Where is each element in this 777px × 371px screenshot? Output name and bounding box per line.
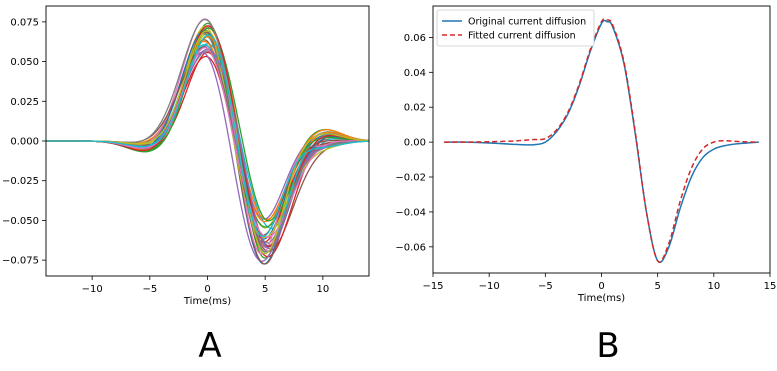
chart-a-series-line (46, 36, 369, 221)
chart-a-ytick-label: 0.025 (10, 97, 39, 108)
chart-a-ytick-label: −0.050 (2, 216, 39, 227)
chart-b-ytick-label: 0.04 (404, 68, 426, 79)
chart-a-ytick-label: 0.050 (10, 57, 39, 68)
chart-b-xtick-label: −15 (422, 281, 443, 292)
chart-b-xtick-label: 10 (707, 281, 720, 292)
chart-a-ytick-label: −0.025 (2, 176, 39, 187)
chart-b-xtick-label: 15 (764, 281, 777, 292)
chart-b-ytick-label: 0.00 (404, 138, 426, 149)
chart-b-xtick-label: 5 (654, 281, 660, 292)
chart-b: −15 −10 −5 0 5 10 15 −0.06 −0.04 −0.02 0.00 0.02 0.0… (395, 5, 777, 304)
chart-a-xtick-label: 5 (262, 284, 268, 295)
chart-a-series-line (46, 18, 369, 253)
chart-a-series-line (46, 25, 369, 239)
chart-b-xlabel: Time(ms) (577, 293, 625, 304)
chart-b-ytick-label: 0.02 (404, 103, 426, 114)
panel-label-b: B (596, 326, 619, 366)
chart-b-ytick-label: −0.04 (395, 207, 426, 218)
chart-b-xtick-label: 0 (598, 281, 604, 292)
chart-a-series-line (46, 40, 369, 223)
chart-a-series-line (46, 36, 369, 228)
chart-a-ytick-label: 0.075 (10, 17, 39, 28)
chart-b-xtick-label: −5 (538, 281, 553, 292)
chart-a-ytick-label: −0.075 (2, 256, 39, 267)
chart-a-frame (45, 5, 370, 277)
chart-a-xlabel: Time(ms) (183, 296, 231, 307)
chart-b-legend: Original current diffusion Fitted current… (436, 9, 595, 47)
chart-a-ytick-label: 0.000 (10, 137, 39, 148)
chart-a-series-line (46, 45, 369, 220)
chart-b-legend-label: Fitted current diffusion (468, 31, 576, 42)
chart-a-xtick-label: −10 (82, 284, 103, 295)
chart-a-series-group (46, 18, 369, 265)
chart-b-series-original (444, 19, 759, 264)
chart-b-ytick-label: −0.06 (395, 242, 426, 253)
chart-b-ytick-label: −0.02 (395, 173, 426, 184)
chart-a: −10 −5 0 5 10 −0.075 −0.050 −0.025 0.000 0.025 0.0… (2, 5, 370, 307)
chart-b-xtick-label: −10 (479, 281, 500, 292)
chart-a-series-line (46, 34, 369, 238)
chart-b-legend-box (436, 9, 595, 47)
chart-b-series-fitted (444, 18, 759, 263)
chart-a-xtick-label: −5 (142, 284, 157, 295)
chart-b-ytick-label: 0.06 (404, 33, 426, 44)
chart-a-series-line (46, 51, 369, 262)
chart-a-series-line (46, 55, 369, 258)
chart-a-xtick-label: 10 (316, 284, 329, 295)
panel-label-a: A (198, 326, 221, 366)
chart-b-frame (432, 5, 771, 274)
chart-a-xtick-label: 0 (204, 284, 210, 295)
chart-b-legend-label: Original current diffusion (468, 17, 586, 28)
